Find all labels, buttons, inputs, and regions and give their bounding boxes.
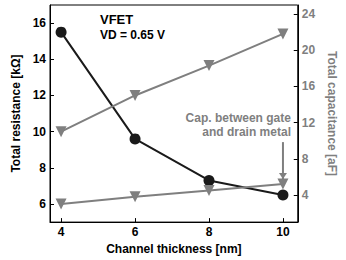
svg-text:12: 12	[33, 88, 47, 102]
svg-text:4: 4	[302, 188, 309, 202]
svg-text:6: 6	[132, 225, 139, 239]
svg-text:16: 16	[33, 16, 47, 30]
svg-text:10: 10	[33, 125, 47, 139]
svg-text:Cap. between gate: Cap. between gate	[186, 111, 292, 125]
svg-text:24: 24	[302, 7, 316, 21]
svg-text:16: 16	[302, 79, 316, 93]
svg-text:and drain metal: and drain metal	[202, 125, 291, 139]
svg-text:20: 20	[302, 43, 316, 57]
svg-text:VD = 0.65 V: VD = 0.65 V	[100, 28, 165, 42]
svg-text:8: 8	[39, 161, 46, 175]
svg-text:8: 8	[206, 225, 213, 239]
svg-text:12: 12	[302, 116, 316, 130]
svg-text:Channel thickness [nm]: Channel thickness [nm]	[106, 242, 241, 256]
svg-text:Total capacitance [aF]: Total capacitance [aF]	[325, 51, 339, 176]
svg-text:6: 6	[39, 197, 46, 211]
svg-text:10: 10	[276, 225, 290, 239]
svg-text:8: 8	[302, 152, 309, 166]
svg-text:Total resistance [kΩ]: Total resistance [kΩ]	[9, 54, 23, 172]
svg-text:14: 14	[33, 52, 47, 66]
svg-text:4: 4	[58, 225, 65, 239]
svg-text:VFET: VFET	[100, 12, 133, 27]
